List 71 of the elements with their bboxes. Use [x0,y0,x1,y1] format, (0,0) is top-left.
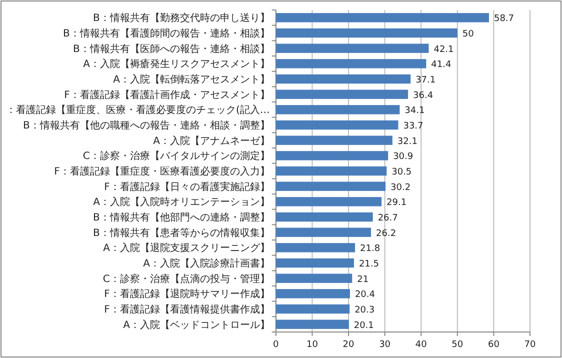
y-tick-label: C：診察・治療【バイタルサインの測定】 [82,150,270,162]
x-tick-label: 10 [306,340,318,350]
data-label: 30.5 [392,168,412,178]
y-tick-label: A：入院【転倒転落アセスメント】 [113,74,270,86]
bar [276,304,350,314]
data-label: 34.1 [404,106,425,116]
bar [276,59,426,68]
data-label: 20.4 [354,290,376,300]
data-label: 21 [357,274,369,285]
data-label: 32.1 [397,136,418,147]
bar [276,274,352,283]
bar [276,28,458,38]
bar [276,166,387,176]
y-tick-label: A：入院【入院時オリエンテーション】 [93,196,270,208]
data-label: 30.9 [393,152,414,162]
data-label: 58.7 [494,14,514,24]
y-tick-label: C：診察・治療【点滴の投与・管理】 [102,272,270,285]
bar [276,136,392,145]
y-tick-label: A：入院【褥瘡発生リスクアセスメント】 [83,58,270,70]
bar [276,243,356,252]
bar [276,44,429,53]
data-label: 21.8 [360,244,380,254]
bar [276,120,398,130]
x-tick-label: 30 [379,340,391,350]
bar [276,289,350,298]
data-label: 41.4 [431,60,452,70]
data-label: 21.5 [358,260,379,270]
x-tick-label: 20 [342,340,355,350]
data-label: 26.2 [376,228,396,239]
bar [276,74,411,84]
data-label: 33.7 [403,122,424,132]
y-tick-label: B：情報共有【医師への報告・連絡・相談】 [73,42,270,55]
bar [276,212,373,222]
data-label: 20.1 [354,320,374,331]
bar [276,13,489,22]
y-tick-label: A：入院【ベッドコントロール】 [123,318,270,331]
y-tick-label: F：看護記録【日々の看護実施記録】 [104,180,270,193]
y-tick-label: B：情報共有【看護師間の報告・連絡・相談】 [63,28,270,40]
x-tick-label: 40 [415,340,428,350]
y-tick-label: F：看護記録【看護計画作成・アセスメント】 [64,88,270,101]
data-label: 50 [462,30,474,40]
data-label: 42.1 [434,44,454,55]
x-tick-label: 50 [452,340,464,350]
x-tick-label: 70 [524,340,536,350]
bar [276,90,408,99]
y-tick-label: F：看護記録【退院時サマリー作成】 [104,288,270,300]
x-tick-label: 60 [488,340,500,350]
y-tick-label: A：入院【アナムネーゼ】 [153,134,270,147]
y-tick-label: ：看護記録【重症度、医療・看護必要度のチェック(記入… [6,104,270,116]
data-label: 26.7 [378,214,398,224]
bar [276,228,372,237]
data-label: 29.1 [386,198,407,208]
y-tick-label: A：入院【退院支援スクリーニング】 [103,242,270,254]
bar [276,151,388,160]
y-tick-label: B：情報共有【勤務交代時の申し送り】 [93,12,270,24]
bar [276,182,386,191]
x-tick-label: 0 [273,340,280,350]
data-label: 36.4 [413,90,434,101]
data-label: 30.2 [390,182,411,193]
bar [276,320,349,329]
y-tick-label: B：情報共有【他部門への連絡・調整】 [93,212,270,224]
data-label: 20.3 [354,306,375,316]
y-tick-label: B：情報共有【患者等からの情報収集】 [93,226,270,239]
bar [276,258,354,268]
y-tick-label: A：入院【入院診療計画書】 [143,258,270,270]
y-tick-label: F：看護記録【重症度・医療看護必要度の入力】 [54,166,270,178]
data-label: 37.1 [416,76,436,86]
bar [276,105,400,114]
bar [276,197,382,206]
y-tick-label: B：情報共有【他の職種への報告・連絡・相談・調整】 [23,120,270,132]
y-tick-label: F：看護記録【看護情報提供書作成】 [104,304,270,316]
